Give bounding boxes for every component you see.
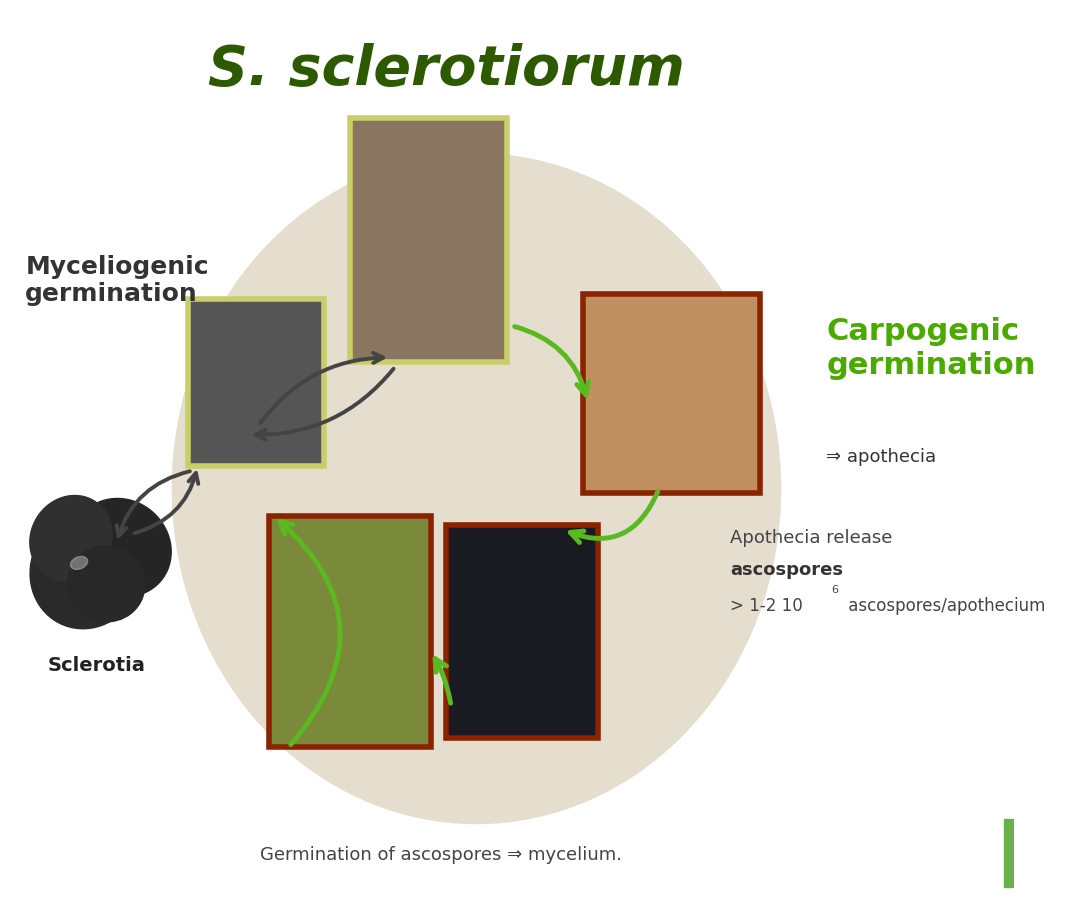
Bar	[350, 118, 507, 362]
Text: Apothecia release: Apothecia release	[730, 529, 892, 548]
Text: 6: 6	[832, 585, 838, 595]
Bar	[447, 525, 598, 738]
Text: ascospores: ascospores	[730, 561, 843, 579]
Text: ⇒ apothecia: ⇒ apothecia	[826, 448, 936, 466]
Bar	[269, 516, 430, 747]
Text: Carpogenic
germination: Carpogenic germination	[826, 317, 1035, 380]
Bar	[1004, 819, 1013, 887]
Bar	[583, 294, 761, 493]
Text: Sclerotia: Sclerotia	[47, 656, 145, 674]
Text: Germination of ascospores ⇒ mycelium.: Germination of ascospores ⇒ mycelium.	[260, 846, 622, 864]
Text: Myceliogenic
germination: Myceliogenic germination	[26, 254, 209, 307]
Ellipse shape	[72, 499, 171, 596]
Text: S. sclerotiorum: S. sclerotiorum	[208, 43, 684, 98]
Ellipse shape	[30, 511, 142, 629]
Bar	[187, 299, 324, 466]
Ellipse shape	[30, 495, 112, 582]
Ellipse shape	[68, 546, 145, 622]
Text: > 1-2 10: > 1-2 10	[730, 597, 803, 615]
Text: ascospores/apothecium: ascospores/apothecium	[844, 597, 1046, 615]
Ellipse shape	[172, 154, 780, 824]
Ellipse shape	[71, 557, 87, 569]
